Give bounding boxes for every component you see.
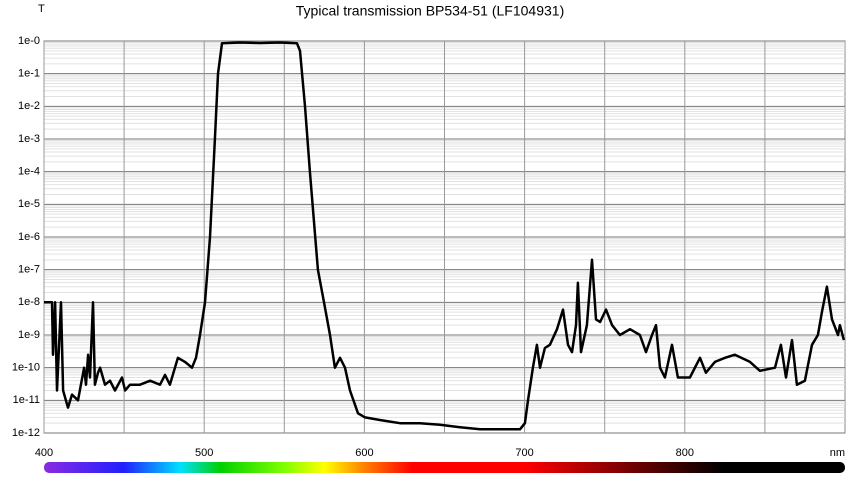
x-tick-label: 500 bbox=[195, 447, 213, 459]
x-tick-label: 600 bbox=[355, 447, 373, 459]
y-tick-label: 1e-12 bbox=[12, 427, 40, 439]
y-tick-label: 1e-1 bbox=[18, 68, 40, 80]
transmission-line bbox=[44, 41, 846, 431]
chart-title: Typical transmission BP534-51 (LF104931) bbox=[296, 3, 564, 19]
y-tick-label: 1e-2 bbox=[18, 100, 40, 112]
y-tick-label: 1e-7 bbox=[18, 264, 40, 276]
y-tick-label: 1e-4 bbox=[18, 166, 40, 178]
spectrum-bar bbox=[44, 462, 845, 473]
y-tick-label: 1e-5 bbox=[18, 198, 40, 210]
x-tick-label: 700 bbox=[515, 447, 533, 459]
y-tick-label: 1e-0 bbox=[18, 35, 40, 47]
y-axis-label: T bbox=[38, 3, 45, 15]
x-tick-label: 400 bbox=[35, 447, 53, 459]
y-tick-label: 1e-10 bbox=[12, 362, 40, 374]
x-tick-label: 800 bbox=[676, 447, 694, 459]
y-tick-label: 1e-6 bbox=[18, 231, 40, 243]
y-tick-label: 1e-8 bbox=[18, 296, 40, 308]
y-tick-label: 1e-3 bbox=[18, 133, 40, 145]
y-tick-label: 1e-11 bbox=[13, 394, 40, 406]
y-tick-label: 1e-9 bbox=[18, 329, 40, 341]
x-axis-label: nm bbox=[830, 447, 845, 459]
